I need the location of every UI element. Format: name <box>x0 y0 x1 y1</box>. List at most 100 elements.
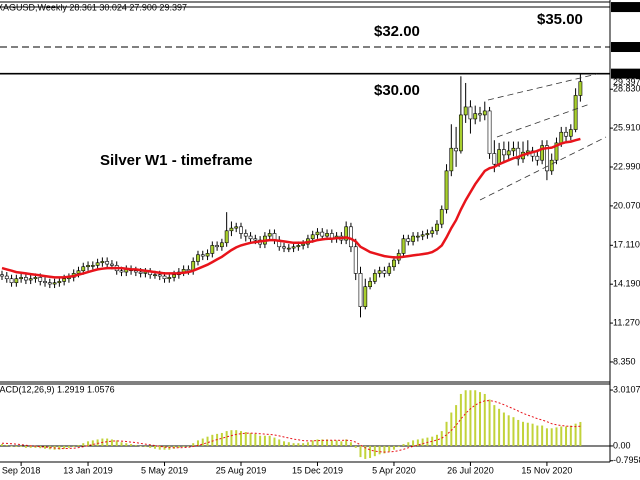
candle-body <box>0 274 4 277</box>
x-tick-label: 15 Dec 2019 <box>292 465 343 475</box>
macd-bar <box>359 445 362 458</box>
macd-bar <box>565 426 568 446</box>
candle-body <box>559 131 564 144</box>
price-line-label-box <box>611 2 640 13</box>
macd-bar <box>378 445 381 455</box>
candle-body <box>468 106 473 120</box>
candle-body <box>372 273 377 282</box>
candle-body <box>478 113 482 116</box>
candle-body <box>14 278 19 284</box>
macd-bar <box>412 440 415 446</box>
macd-bar <box>302 443 305 446</box>
candle-body <box>444 170 449 210</box>
macd-bar <box>440 431 443 446</box>
annotation: $32.00 <box>374 23 420 40</box>
candle-body <box>492 153 497 165</box>
candle-body <box>573 95 578 130</box>
macd-bar <box>483 393 486 446</box>
candle-body <box>482 110 487 116</box>
macd-bar <box>402 444 405 446</box>
macd-bar <box>560 426 563 446</box>
macd-bar <box>469 390 472 446</box>
macd-bar <box>512 417 515 446</box>
candle-body <box>43 281 47 284</box>
macd-bar <box>541 425 544 446</box>
y-tick-label: 22.990 <box>613 161 640 171</box>
candle-body <box>310 234 315 240</box>
candle-body <box>516 147 521 160</box>
candle-body <box>248 235 253 240</box>
macd-bar <box>39 445 42 449</box>
macd-bar <box>373 445 376 457</box>
candle-body <box>167 277 172 280</box>
macd-bar <box>545 428 548 446</box>
macd-bar <box>115 440 118 446</box>
macd-bar <box>254 433 257 446</box>
macd-bar <box>416 439 419 446</box>
candle-body <box>315 231 320 236</box>
y-tick-label: 11.270 <box>613 317 640 327</box>
annotation: Silver W1 - timeframe <box>100 152 253 169</box>
x-tick-label: 5 May 2019 <box>141 465 188 475</box>
macd-bar <box>153 445 156 449</box>
candle-body <box>110 263 114 266</box>
macd-bar <box>407 442 410 446</box>
candle-body <box>549 159 554 172</box>
candle-body <box>9 278 14 284</box>
candle-body <box>387 266 392 274</box>
macd-bar <box>326 439 329 446</box>
macd-bar <box>555 427 558 446</box>
macd-signal <box>1 400 581 453</box>
macd-bar <box>125 443 128 446</box>
macd-bar <box>392 445 395 450</box>
indicator-label: MACD(12,26,9) 1.2919 1.0576 <box>0 384 115 394</box>
macd-bar <box>5 445 8 446</box>
macd-bar <box>182 445 185 447</box>
macd-bar <box>106 438 109 446</box>
macd-bar <box>550 428 553 446</box>
macd-bar <box>435 434 438 446</box>
candle-body <box>157 274 162 277</box>
macd-bar <box>44 445 47 449</box>
macd-bar <box>306 442 309 446</box>
macd-bar <box>177 445 180 448</box>
x-tick-label: 5 Apr 2020 <box>372 465 416 475</box>
macd-bar <box>15 445 18 447</box>
candle-body <box>239 226 243 234</box>
channel-line <box>479 136 607 201</box>
candle-body <box>487 110 492 154</box>
macd-bar <box>249 432 252 446</box>
macd-bar <box>63 445 66 449</box>
macd-bar <box>268 435 271 446</box>
candle-body <box>382 270 387 274</box>
candle-body <box>435 223 439 232</box>
candle-body <box>449 147 454 172</box>
candle-body <box>219 242 224 248</box>
x-tick-label: 15 Nov 2020 <box>521 465 572 475</box>
candle-body <box>224 230 229 244</box>
macd-bar <box>29 445 32 448</box>
candle-body <box>210 245 215 254</box>
candle-body <box>578 81 583 96</box>
macd-bar <box>321 439 324 446</box>
candle-body <box>243 233 248 237</box>
candle-body <box>47 282 52 285</box>
candle-body <box>473 113 478 120</box>
macd-bar <box>139 445 142 447</box>
macd-bar <box>220 432 223 446</box>
candle-body <box>253 238 258 241</box>
candle-body <box>540 145 545 161</box>
candle-body <box>406 238 411 242</box>
macd-bar <box>369 445 372 459</box>
candle-body <box>497 149 502 165</box>
candle-body <box>564 131 568 137</box>
macd-bar <box>149 445 152 448</box>
price-line-label-box <box>611 42 640 53</box>
candle-body <box>454 147 459 152</box>
candle-body <box>133 270 138 273</box>
candle-body <box>162 275 167 280</box>
macd-bar <box>345 439 348 446</box>
macd-bar <box>479 392 481 446</box>
macd-bar <box>459 393 462 446</box>
